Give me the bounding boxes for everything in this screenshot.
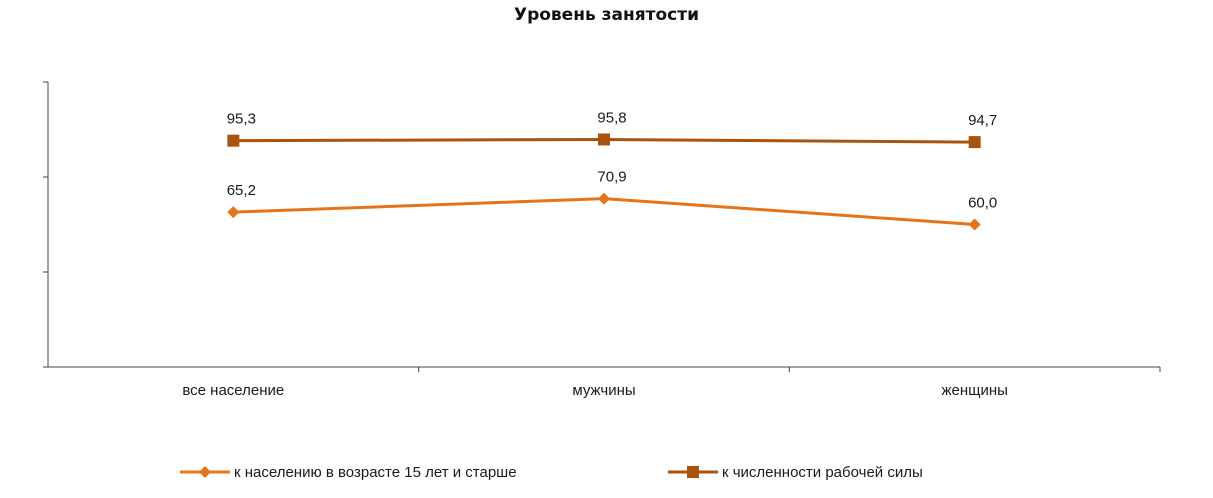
legend-label: к численности рабочей силы <box>722 464 923 481</box>
data-point-marker <box>968 218 981 231</box>
data-label: 94,7 <box>968 112 997 129</box>
data-label: 65,2 <box>227 182 256 199</box>
legend-swatch-marker <box>199 466 211 478</box>
legend-swatch-marker <box>687 466 699 478</box>
category-labels: все население мужчины женщины <box>182 382 1008 399</box>
data-label: 95,3 <box>227 111 256 128</box>
data-point-marker <box>968 136 981 149</box>
data-labels: 65,2 70,9 60,0 95,3 95,8 94,7 <box>227 109 998 211</box>
legend-label: к населению в возрасте 15 лет и старше <box>234 464 517 481</box>
series-group <box>227 133 981 231</box>
legend: к населению в возрасте 15 лет и старше к … <box>180 464 923 481</box>
chart-title: Уровень занятости <box>513 5 700 25</box>
axes <box>43 81 1161 372</box>
data-point-marker <box>598 192 610 205</box>
x-tick-label: все население <box>182 382 284 399</box>
x-tick-label: мужчины <box>572 382 635 399</box>
data-point-marker <box>598 133 610 146</box>
data-label: 70,9 <box>597 169 626 186</box>
data-label: 95,8 <box>597 109 626 126</box>
data-point-marker <box>227 134 240 147</box>
data-point-marker <box>227 206 240 219</box>
data-label: 60,0 <box>968 195 997 212</box>
x-tick-label: женщины <box>941 382 1007 399</box>
